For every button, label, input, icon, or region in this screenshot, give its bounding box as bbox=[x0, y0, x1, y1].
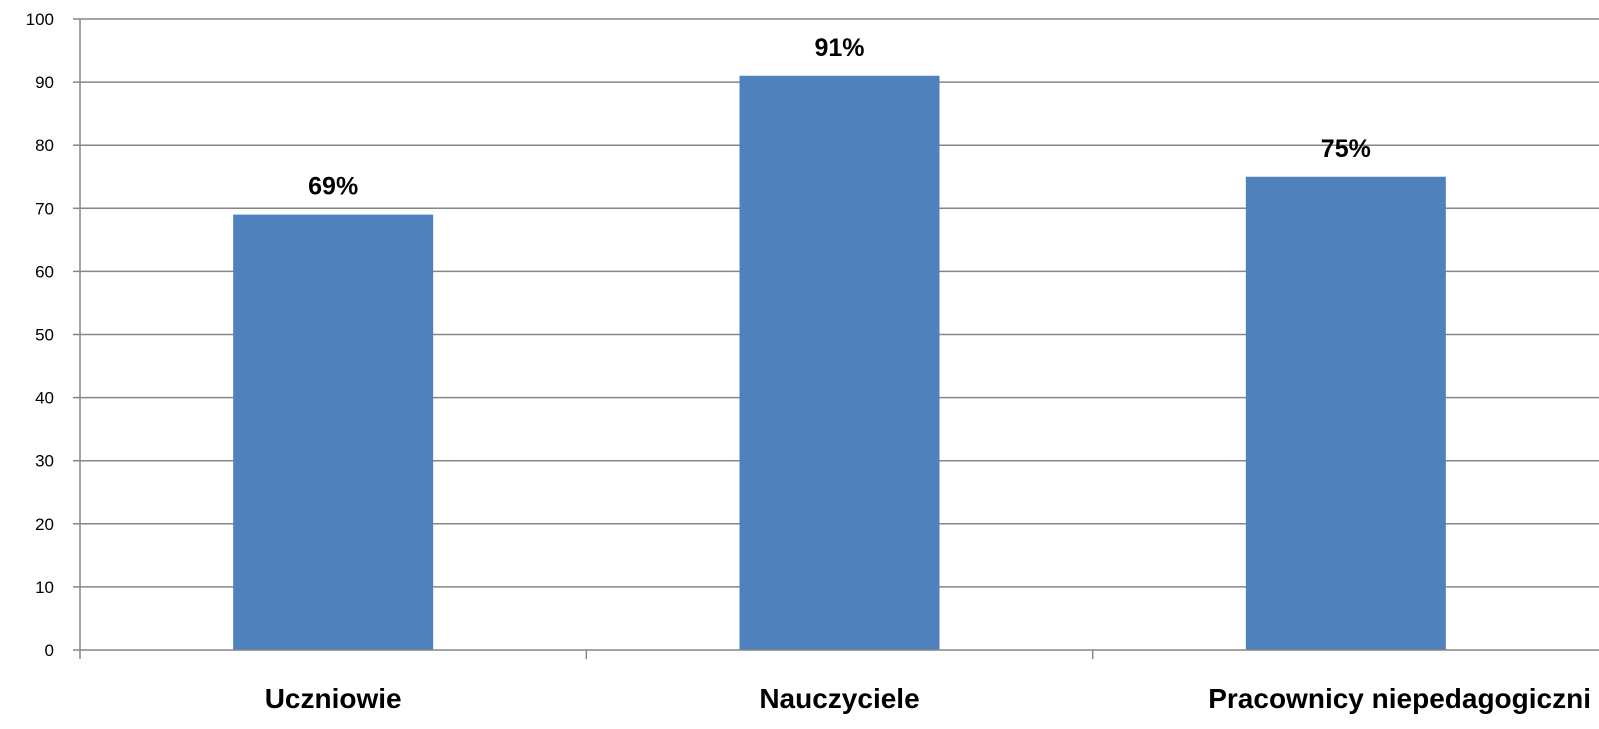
data-label: 91% bbox=[814, 34, 864, 62]
y-tick-label: 60 bbox=[35, 262, 54, 281]
bars bbox=[233, 75, 1446, 651]
y-tick-label: 20 bbox=[35, 515, 54, 534]
y-tick-label: 0 bbox=[45, 641, 54, 660]
y-tick-labels: 0 10 20 30 40 50 60 70 80 90 100 bbox=[26, 10, 54, 660]
y-tick-label: 100 bbox=[26, 10, 54, 29]
category-label: Pracownicy niepedagogiczni bbox=[1208, 683, 1591, 714]
y-tick-label: 90 bbox=[35, 73, 54, 92]
y-tick-label: 70 bbox=[35, 199, 54, 218]
bar bbox=[739, 75, 940, 651]
y-tick-label: 30 bbox=[35, 452, 54, 471]
bar bbox=[233, 214, 434, 651]
category-label: Nauczyciele bbox=[759, 683, 919, 714]
data-label: 75% bbox=[1321, 135, 1371, 163]
data-label: 69% bbox=[308, 173, 358, 201]
category-label: Uczniowie bbox=[265, 683, 402, 714]
axes bbox=[73, 18, 1599, 659]
y-tick-label: 10 bbox=[35, 578, 54, 597]
y-tick-label: 80 bbox=[35, 136, 54, 155]
bar bbox=[1245, 176, 1446, 650]
y-tick-label: 50 bbox=[35, 326, 54, 345]
data-labels: 69% 91% 75% bbox=[308, 34, 1371, 201]
x-category-labels: Uczniowie Nauczyciele Pracownicy niepedago… bbox=[265, 683, 1591, 714]
y-tick-label: 40 bbox=[35, 389, 54, 408]
